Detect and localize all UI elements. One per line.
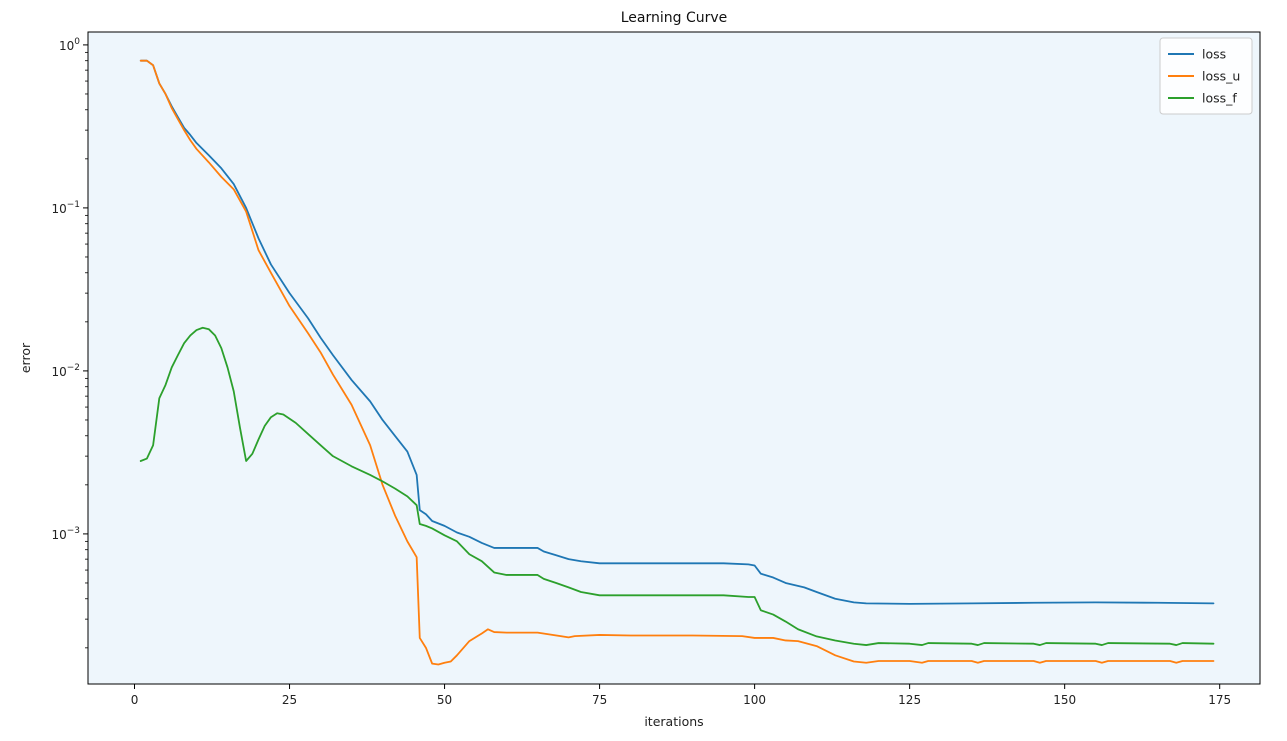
chart-title: Learning Curve [621, 10, 728, 26]
legend-box [1159, 37, 1253, 115]
legend-entry-loss-f: loss_f [1202, 91, 1237, 106]
y-tick-label: 10−3 [51, 526, 80, 542]
y-tick-base: 10 [59, 39, 74, 53]
y-tick-base: 10 [51, 365, 66, 379]
series-layer [139, 59, 1215, 666]
y-tick-exponent: −3 [67, 526, 80, 536]
series-line-loss-u [139, 59, 1215, 666]
y-axis-label: error [18, 342, 33, 373]
x-tick-label: 50 [437, 693, 452, 707]
y-tick-exponent: 0 [74, 37, 80, 47]
x-axis-label: iterations [644, 714, 703, 729]
x-tick-label: 175 [1208, 693, 1231, 707]
y-tick-exponent: −2 [67, 363, 80, 373]
y-tick-base: 10 [51, 202, 66, 216]
x-tick-label: 25 [282, 693, 297, 707]
legend-entry-loss: loss [1202, 47, 1226, 62]
y-tick-exponent: −1 [67, 200, 80, 210]
y-tick-label: 100 [59, 37, 80, 53]
x-tick-label: 75 [592, 693, 607, 707]
series-line-loss-f [139, 326, 1215, 646]
plot-area [88, 32, 1260, 684]
x-tick-label: 100 [743, 693, 766, 707]
legend-entry-loss-u: loss_u [1202, 69, 1240, 84]
plot-frame [87, 31, 1261, 685]
x-tick-label: 150 [1053, 693, 1076, 707]
y-tick-base: 10 [51, 528, 66, 542]
y-tick-label: 10−2 [51, 363, 80, 379]
x-tick-label: 0 [131, 693, 139, 707]
x-tick-label: 125 [898, 693, 921, 707]
y-tick-label: 10−1 [51, 200, 80, 216]
legend: loss loss_u loss_f [1159, 37, 1253, 115]
x-axis: 0 25 50 75 100 125 150 175 [131, 684, 1231, 707]
series-line-loss [139, 59, 1215, 605]
